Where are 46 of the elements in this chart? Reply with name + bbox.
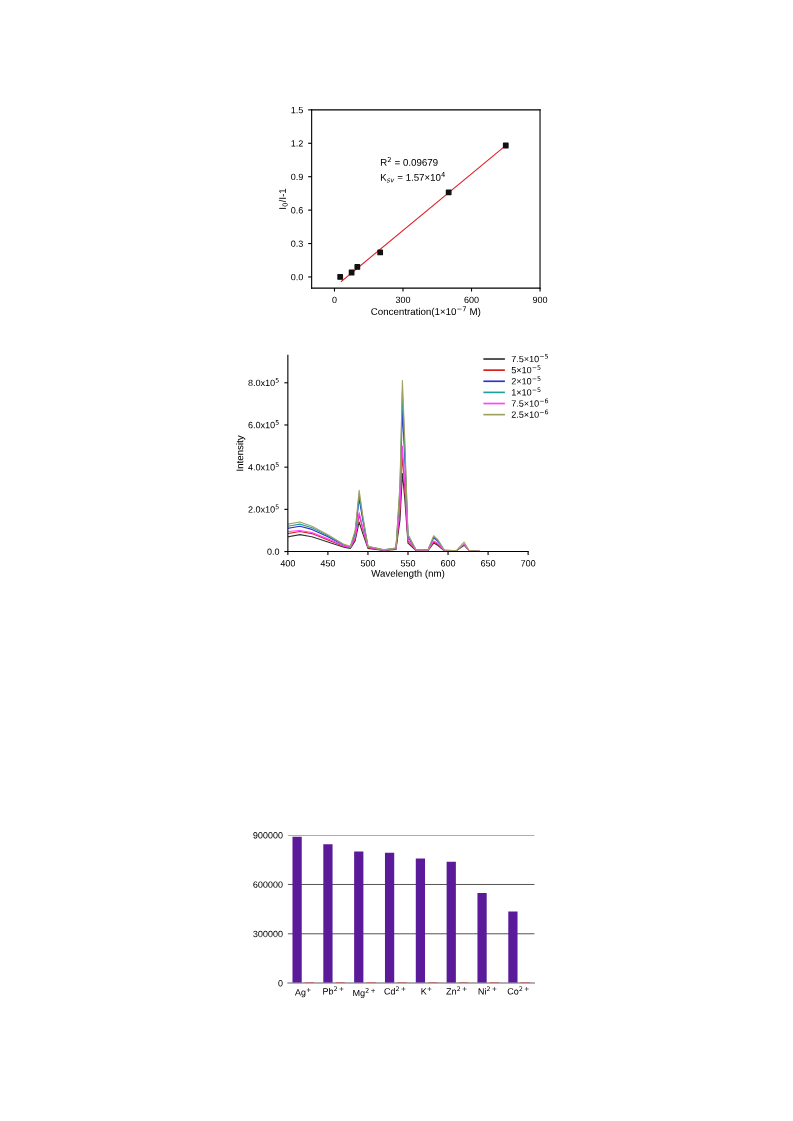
- x-tick-label: Co$^{2+}$: [507, 986, 529, 995]
- y-tick-label: 0: [278, 980, 283, 987]
- x-axis-title: Wavelength (nm): [371, 569, 445, 579]
- x-tick-label: Pb$^{2+}$: [323, 986, 344, 995]
- legend-label: 1×10$^{−5}$: [511, 387, 541, 396]
- x-axis-title: Concentration(1×10$^{−7}$ M): [371, 306, 481, 317]
- x-tick-label: 450: [320, 560, 336, 567]
- x-tick-label: Ag$^{+}$: [294, 987, 311, 998]
- y-axis-title: Intensity: [236, 435, 246, 471]
- x-tick-label: 600: [440, 560, 456, 567]
- legend-label: 2.5×10$^{−6}$: [511, 409, 549, 418]
- y-tick-label: 8.0x10$^{5}$: [248, 377, 279, 387]
- y-tick-label: 1.5: [291, 106, 303, 114]
- x-tick-label: 300: [395, 296, 411, 304]
- y-tick-label: 1.2: [291, 140, 303, 147]
- legend-label: 7.5×10$^{−6}$: [511, 398, 549, 407]
- y-tick-label: 300000: [253, 930, 283, 938]
- x-tick-label: 900: [532, 296, 548, 304]
- x-tick-label: 0: [332, 296, 337, 304]
- y-tick-label: 2.0x10$^{5}$: [248, 504, 279, 513]
- legend-label: 2×10$^{−5}$: [511, 376, 541, 385]
- x-tick-label: K$^{+}$: [421, 987, 432, 995]
- annotation: R$^{2}$ = 0.09679: [380, 157, 438, 166]
- x-tick-label: Cd$^{2+}$: [384, 986, 406, 995]
- y-tick-label: 0.9: [291, 173, 303, 181]
- y-tick-label: 0.0: [291, 273, 303, 281]
- legend-label: 5×10$^{−5}$: [511, 365, 541, 374]
- x-tick-label: 400: [280, 560, 296, 567]
- x-tick-label: Ni$^{2+}$: [478, 986, 497, 995]
- y-tick-label: 0.6: [291, 207, 303, 214]
- annotation: K$_{sv}$ = 1.57×10$^{4}$: [380, 172, 445, 183]
- legend-label: 7.5×10$^{−5}$: [511, 354, 548, 363]
- x-tick-label: 500: [360, 560, 376, 567]
- y-tick-label: 6.0x10$^{5}$: [248, 420, 279, 429]
- y-axis-title: I$_{0}$/I-1: [278, 188, 288, 209]
- x-tick-label: Mg$^{2+}$: [353, 987, 376, 998]
- x-tick-label: Zn$^{2+}$: [446, 986, 467, 995]
- x-tick-label: 700: [521, 560, 536, 567]
- x-tick-label: 650: [481, 560, 496, 567]
- x-tick-label: 550: [400, 560, 416, 567]
- y-tick-label: 900000: [253, 832, 283, 839]
- y-tick-label: 4.0x10$^{5}$: [248, 462, 279, 471]
- y-tick-label: 0.0: [267, 548, 280, 555]
- y-tick-label: 0.3: [291, 240, 303, 247]
- x-tick-label: 600: [464, 296, 479, 304]
- y-tick-label: 600000: [253, 881, 283, 888]
